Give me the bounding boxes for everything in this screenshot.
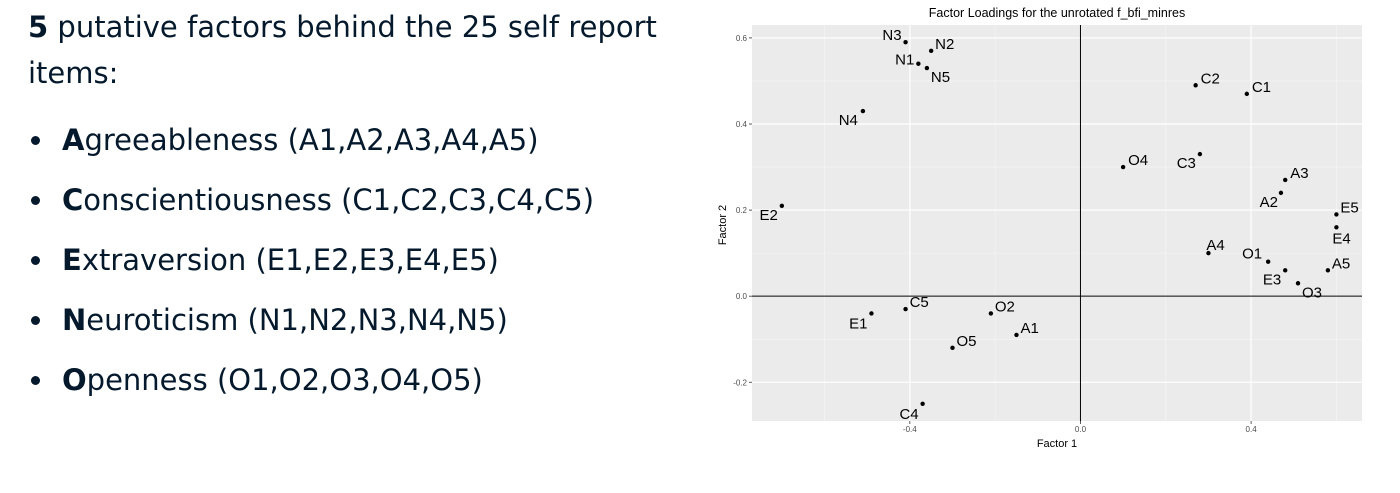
y-tick-label: -0.2 xyxy=(733,378,747,387)
loading-point-n4 xyxy=(860,108,866,114)
loading-label-o4: O4 xyxy=(1128,152,1148,169)
loading-label-c2: C2 xyxy=(1201,70,1220,87)
factor-description: penness (O1,O2,O3,O4,O5) xyxy=(86,363,483,397)
loading-label-e4: E4 xyxy=(1332,230,1350,247)
y-tick-label: 0.2 xyxy=(736,206,748,215)
loading-point-e5 xyxy=(1334,212,1339,217)
factor-initial: O xyxy=(62,363,87,397)
loading-label-c1: C1 xyxy=(1252,79,1271,96)
factor-count: 5 xyxy=(28,10,49,44)
loading-label-a2: A2 xyxy=(1260,194,1278,211)
y-axis-label: Factor 2 xyxy=(717,205,729,245)
loading-point-a3 xyxy=(1283,177,1288,183)
loading-label-c5: C5 xyxy=(910,294,929,311)
loading-label-o3: O3 xyxy=(1302,284,1322,301)
loading-label-c3: C3 xyxy=(1177,155,1196,172)
loading-label-c4: C4 xyxy=(899,406,918,423)
text-panel: 5 putative factors behind the 25 self re… xyxy=(28,4,688,423)
loading-label-n5: N5 xyxy=(931,69,950,86)
factor-item-agreeableness: Agreeableness (A1,A2,A3,A4,A5) xyxy=(28,123,688,183)
loading-point-o4 xyxy=(1120,164,1126,170)
factor-description: greeableness (A1,A2,A3,A4,A5) xyxy=(84,123,539,157)
loading-point-n1 xyxy=(916,61,921,66)
factor-initial: N xyxy=(62,303,87,337)
factor-description: onscientiousness (C1,C2,C3,C4,C5) xyxy=(83,183,595,217)
loading-point-n2 xyxy=(928,48,934,54)
loading-label-o1: O1 xyxy=(1242,246,1262,263)
y-tick-label: 0.0 xyxy=(736,292,748,301)
loading-label-n4: N4 xyxy=(839,112,858,129)
loading-label-n1: N1 xyxy=(895,52,914,69)
chart-title: Factor Loadings for the unrotated f_bfi_… xyxy=(929,6,1185,20)
chart-svg: -0.4 0.0 0.4 -0.2 0.0 0.2 0.4 0.6 N3 N2 N1 N5 N4 E2 C2… xyxy=(717,6,1362,450)
loading-point-c3 xyxy=(1197,151,1203,157)
loading-point-o3 xyxy=(1295,281,1301,286)
loading-point-n5 xyxy=(924,65,930,71)
loading-point-c1 xyxy=(1244,91,1250,97)
loading-label-a3: A3 xyxy=(1290,165,1308,182)
loading-label-e2: E2 xyxy=(760,207,778,224)
loading-label-n2: N2 xyxy=(935,36,954,53)
x-axis-label: Factor 1 xyxy=(1037,438,1077,450)
loading-point-a1 xyxy=(1014,332,1019,338)
loading-point-e2 xyxy=(779,203,785,208)
loading-label-e5: E5 xyxy=(1340,199,1358,216)
factor-initial: E xyxy=(62,243,82,277)
plot-panel xyxy=(752,25,1362,421)
loading-point-a4 xyxy=(1206,250,1211,256)
loading-point-a2 xyxy=(1278,190,1284,196)
factor-item-openness: Openness (O1,O2,O3,O4,O5) xyxy=(28,363,688,423)
loading-label-a1: A1 xyxy=(1020,320,1038,337)
loading-label-o5: O5 xyxy=(956,333,976,350)
factor-initial: C xyxy=(62,183,84,217)
x-tick-label: -0.4 xyxy=(903,425,917,434)
loading-point-c2 xyxy=(1193,83,1198,88)
factor-loadings-chart: -0.4 0.0 0.4 -0.2 0.0 0.2 0.4 0.6 N3 N2 N1 N5 N4 E2 C2… xyxy=(700,0,1390,460)
factor-item-extraversion: Extraversion (E1,E2,E3,E4,E5) xyxy=(28,243,688,303)
loading-label-o2: O2 xyxy=(995,298,1015,315)
loading-point-a5 xyxy=(1325,268,1331,273)
loading-point-o2 xyxy=(988,311,994,316)
loading-label-n3: N3 xyxy=(882,27,901,44)
loading-label-a4: A4 xyxy=(1206,237,1224,254)
loading-label-a5: A5 xyxy=(1332,255,1350,272)
factor-initial: A xyxy=(62,123,85,157)
x-tick-label: 0.4 xyxy=(1246,425,1258,434)
loading-point-e1 xyxy=(869,311,874,316)
loading-point-o5 xyxy=(950,345,955,351)
loading-point-c4 xyxy=(920,401,925,406)
loading-point-c5 xyxy=(903,306,908,312)
factor-item-conscientiousness: Conscientiousness (C1,C2,C3,C4,C5) xyxy=(28,183,688,243)
factor-description: xtraversion (E1,E2,E3,E4,E5) xyxy=(81,243,499,277)
x-tick-label: 0.0 xyxy=(1075,425,1087,434)
loading-point-e3 xyxy=(1283,268,1288,273)
loading-point-n3 xyxy=(903,40,908,45)
loading-label-e3: E3 xyxy=(1263,271,1281,288)
factor-item-neuroticism: Neuroticism (N1,N2,N3,N4,N5) xyxy=(28,303,688,363)
y-tick-label: 0.6 xyxy=(736,34,748,43)
loading-point-e4 xyxy=(1334,225,1339,230)
loading-point-o1 xyxy=(1265,259,1271,264)
y-tick-label: 0.4 xyxy=(736,120,748,129)
intro-text: 5 putative factors behind the 25 self re… xyxy=(28,4,688,96)
loading-label-e1: E1 xyxy=(849,315,867,332)
factor-description: euroticism (N1,N2,N3,N4,N5) xyxy=(86,303,508,337)
intro-sentence: putative factors behind the 25 self repo… xyxy=(28,10,657,90)
factor-list: Agreeableness (A1,A2,A3,A4,A5) Conscient… xyxy=(28,123,688,423)
